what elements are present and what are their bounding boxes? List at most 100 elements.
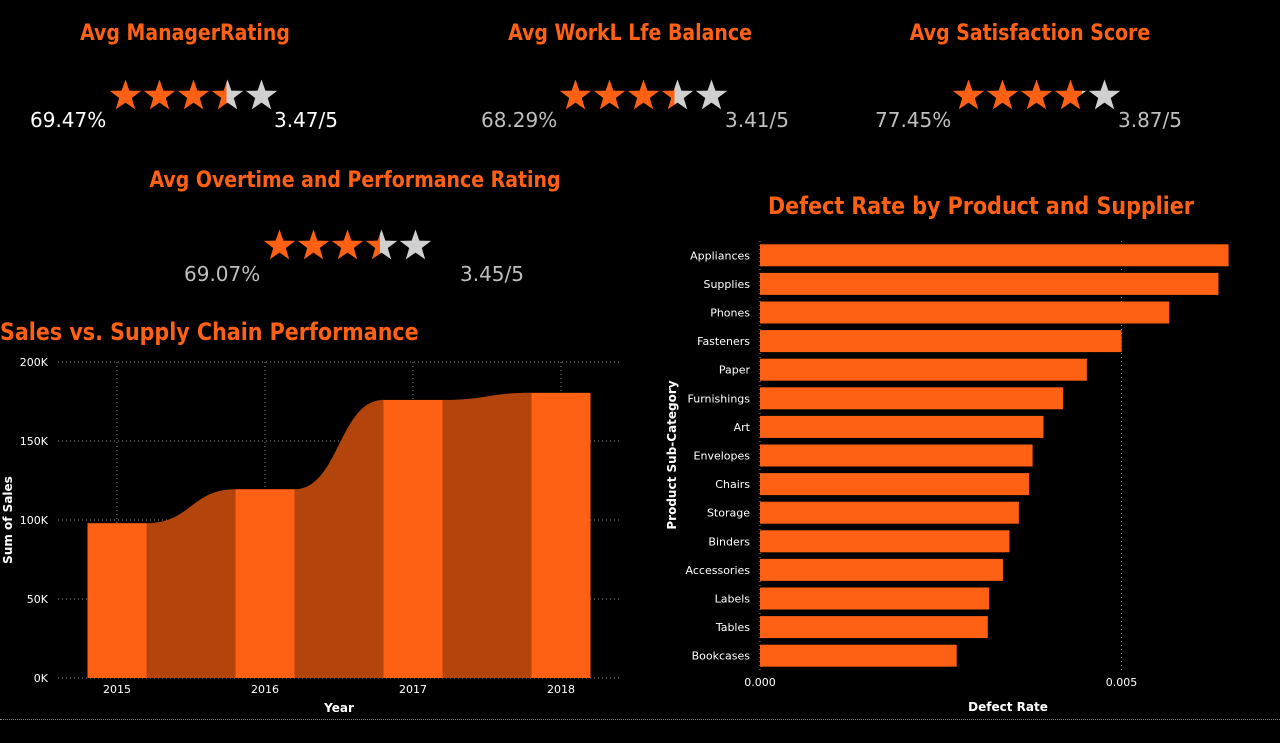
sales-y-tick-label: 0K (34, 672, 49, 685)
star-icon (297, 229, 330, 260)
bottom-divider (0, 719, 1280, 720)
sales-bar[interactable] (531, 392, 591, 678)
defect-category-labels: Appliances Supplies Phones Fasteners Paper Fu… (686, 249, 751, 662)
defect-category-label: Chairs (715, 478, 750, 491)
kpi-title-manager-rating: Avg ManagerRating (80, 21, 290, 46)
kpi-score-overtime: 3.45/5 (460, 262, 524, 286)
defect-category-label: Fasteners (697, 335, 750, 348)
defect-bar[interactable] (760, 415, 1044, 438)
defect-y-axis-label: Product Sub-Category (665, 380, 679, 529)
kpi-score-satisfaction: 3.87/5 (1118, 108, 1182, 132)
sales-ribbon (294, 399, 384, 678)
defect-bar[interactable] (760, 244, 1229, 267)
sales-y-tick-label: 50K (27, 593, 49, 606)
defect-x-tick-label: 0.000 (744, 676, 776, 689)
sales-x-tick-label: 2017 (399, 683, 427, 696)
defect-bar[interactable] (760, 558, 1003, 581)
star-rating-overtime (263, 229, 432, 262)
kpi-score-manager: 3.47/5 (274, 108, 338, 132)
defect-bar[interactable] (760, 301, 1170, 324)
defect-bar[interactable] (760, 644, 957, 667)
star-rating-work-life (559, 79, 728, 112)
star-icon (695, 79, 728, 110)
star-icon (365, 229, 398, 260)
defect-bar[interactable] (760, 616, 988, 639)
kpi-title-work-life-balance: Avg WorkL Lfe Balance (508, 21, 752, 46)
defect-chart-title: Defect Rate by Product and Supplier (768, 192, 1194, 220)
star-icon (1088, 79, 1121, 110)
star-icon (177, 79, 210, 110)
star-icon (245, 79, 278, 110)
sales-chart-title: Sales vs. Supply Chain Performance (0, 318, 419, 346)
sales-x-ticks: 2015 2016 2017 2018 (103, 683, 575, 696)
kpi-title-satisfaction: Avg Satisfaction Score (909, 21, 1151, 46)
sales-y-tick-label: 100K (20, 514, 49, 527)
star-icon (331, 229, 364, 260)
sales-bars (87, 392, 591, 678)
star-icon (952, 79, 985, 110)
star-icon (986, 79, 1019, 110)
sales-bar[interactable] (235, 489, 295, 678)
star-icon (143, 79, 176, 110)
star-icon (1054, 79, 1087, 110)
star-rating-manager (109, 79, 278, 112)
star-icon (661, 79, 694, 110)
defect-category-label: Labels (715, 593, 751, 606)
kpi-percent-satisfaction: 77.45% (875, 108, 952, 132)
star-icon (1020, 79, 1053, 110)
star-icon (593, 79, 626, 110)
kpi-percent-work-life: 68.29% (481, 108, 558, 132)
defect-bar[interactable] (760, 530, 1010, 553)
defect-x-tick-label: 0.005 (1106, 676, 1138, 689)
sales-ribbon (442, 392, 532, 678)
defect-bars (760, 244, 1229, 667)
sales-y-ticks: 0K 50K 100K 150K 200K (20, 356, 49, 685)
defect-bar[interactable] (760, 330, 1122, 353)
sales-x-axis-label: Year (323, 701, 354, 715)
defect-bar[interactable] (760, 387, 1063, 410)
defect-category-label: Binders (708, 535, 750, 548)
defect-category-label: Tables (715, 621, 750, 634)
star-icon (109, 79, 142, 110)
sales-x-tick-label: 2018 (547, 683, 575, 696)
defect-category-label: Envelopes (694, 450, 751, 463)
kpi-percent-manager: 69.47% (30, 108, 107, 132)
defect-category-label: Bookcases (692, 650, 751, 663)
star-icon (559, 79, 592, 110)
defect-category-label: Furnishings (688, 392, 751, 405)
star-rating-satisfaction (952, 79, 1121, 112)
defect-bar[interactable] (760, 444, 1033, 467)
sales-y-axis-label: Sum of Sales (1, 476, 15, 564)
defect-chart: Appliances Supplies Phones Fasteners Paper Fu… (665, 241, 1229, 714)
defect-category-label: Phones (710, 307, 750, 320)
sales-y-tick-label: 150K (20, 435, 49, 448)
sales-bar[interactable] (87, 523, 147, 678)
defect-bar[interactable] (760, 587, 990, 610)
sales-y-tick-label: 200K (20, 356, 49, 369)
star-icon (399, 229, 432, 260)
defect-bar[interactable] (760, 358, 1087, 381)
defect-category-label: Paper (719, 364, 751, 377)
sales-bar[interactable] (383, 399, 443, 678)
defect-x-ticks: 0.000 0.005 (744, 676, 1137, 689)
defect-x-axis-label: Defect Rate (968, 700, 1048, 714)
star-icon (627, 79, 660, 110)
defect-category-label: Appliances (690, 249, 750, 262)
star-icon (263, 229, 296, 260)
kpi-percent-overtime: 69.07% (184, 262, 261, 286)
defect-category-label: Supplies (703, 278, 750, 291)
star-icon (211, 79, 244, 110)
sales-x-tick-label: 2015 (103, 683, 131, 696)
kpi-title-overtime-performance: Avg Overtime and Performance Rating (149, 168, 561, 193)
kpi-score-work-life: 3.41/5 (725, 108, 789, 132)
defect-category-label: Storage (707, 507, 750, 520)
sales-ribbons (146, 392, 532, 678)
sales-x-tick-label: 2016 (251, 683, 279, 696)
defect-bar[interactable] (760, 272, 1219, 295)
defect-category-label: Accessories (686, 564, 751, 577)
defect-bar[interactable] (760, 501, 1019, 524)
sales-ribbon (146, 489, 236, 678)
defect-bar[interactable] (760, 473, 1029, 496)
defect-category-label: Art (734, 421, 751, 434)
